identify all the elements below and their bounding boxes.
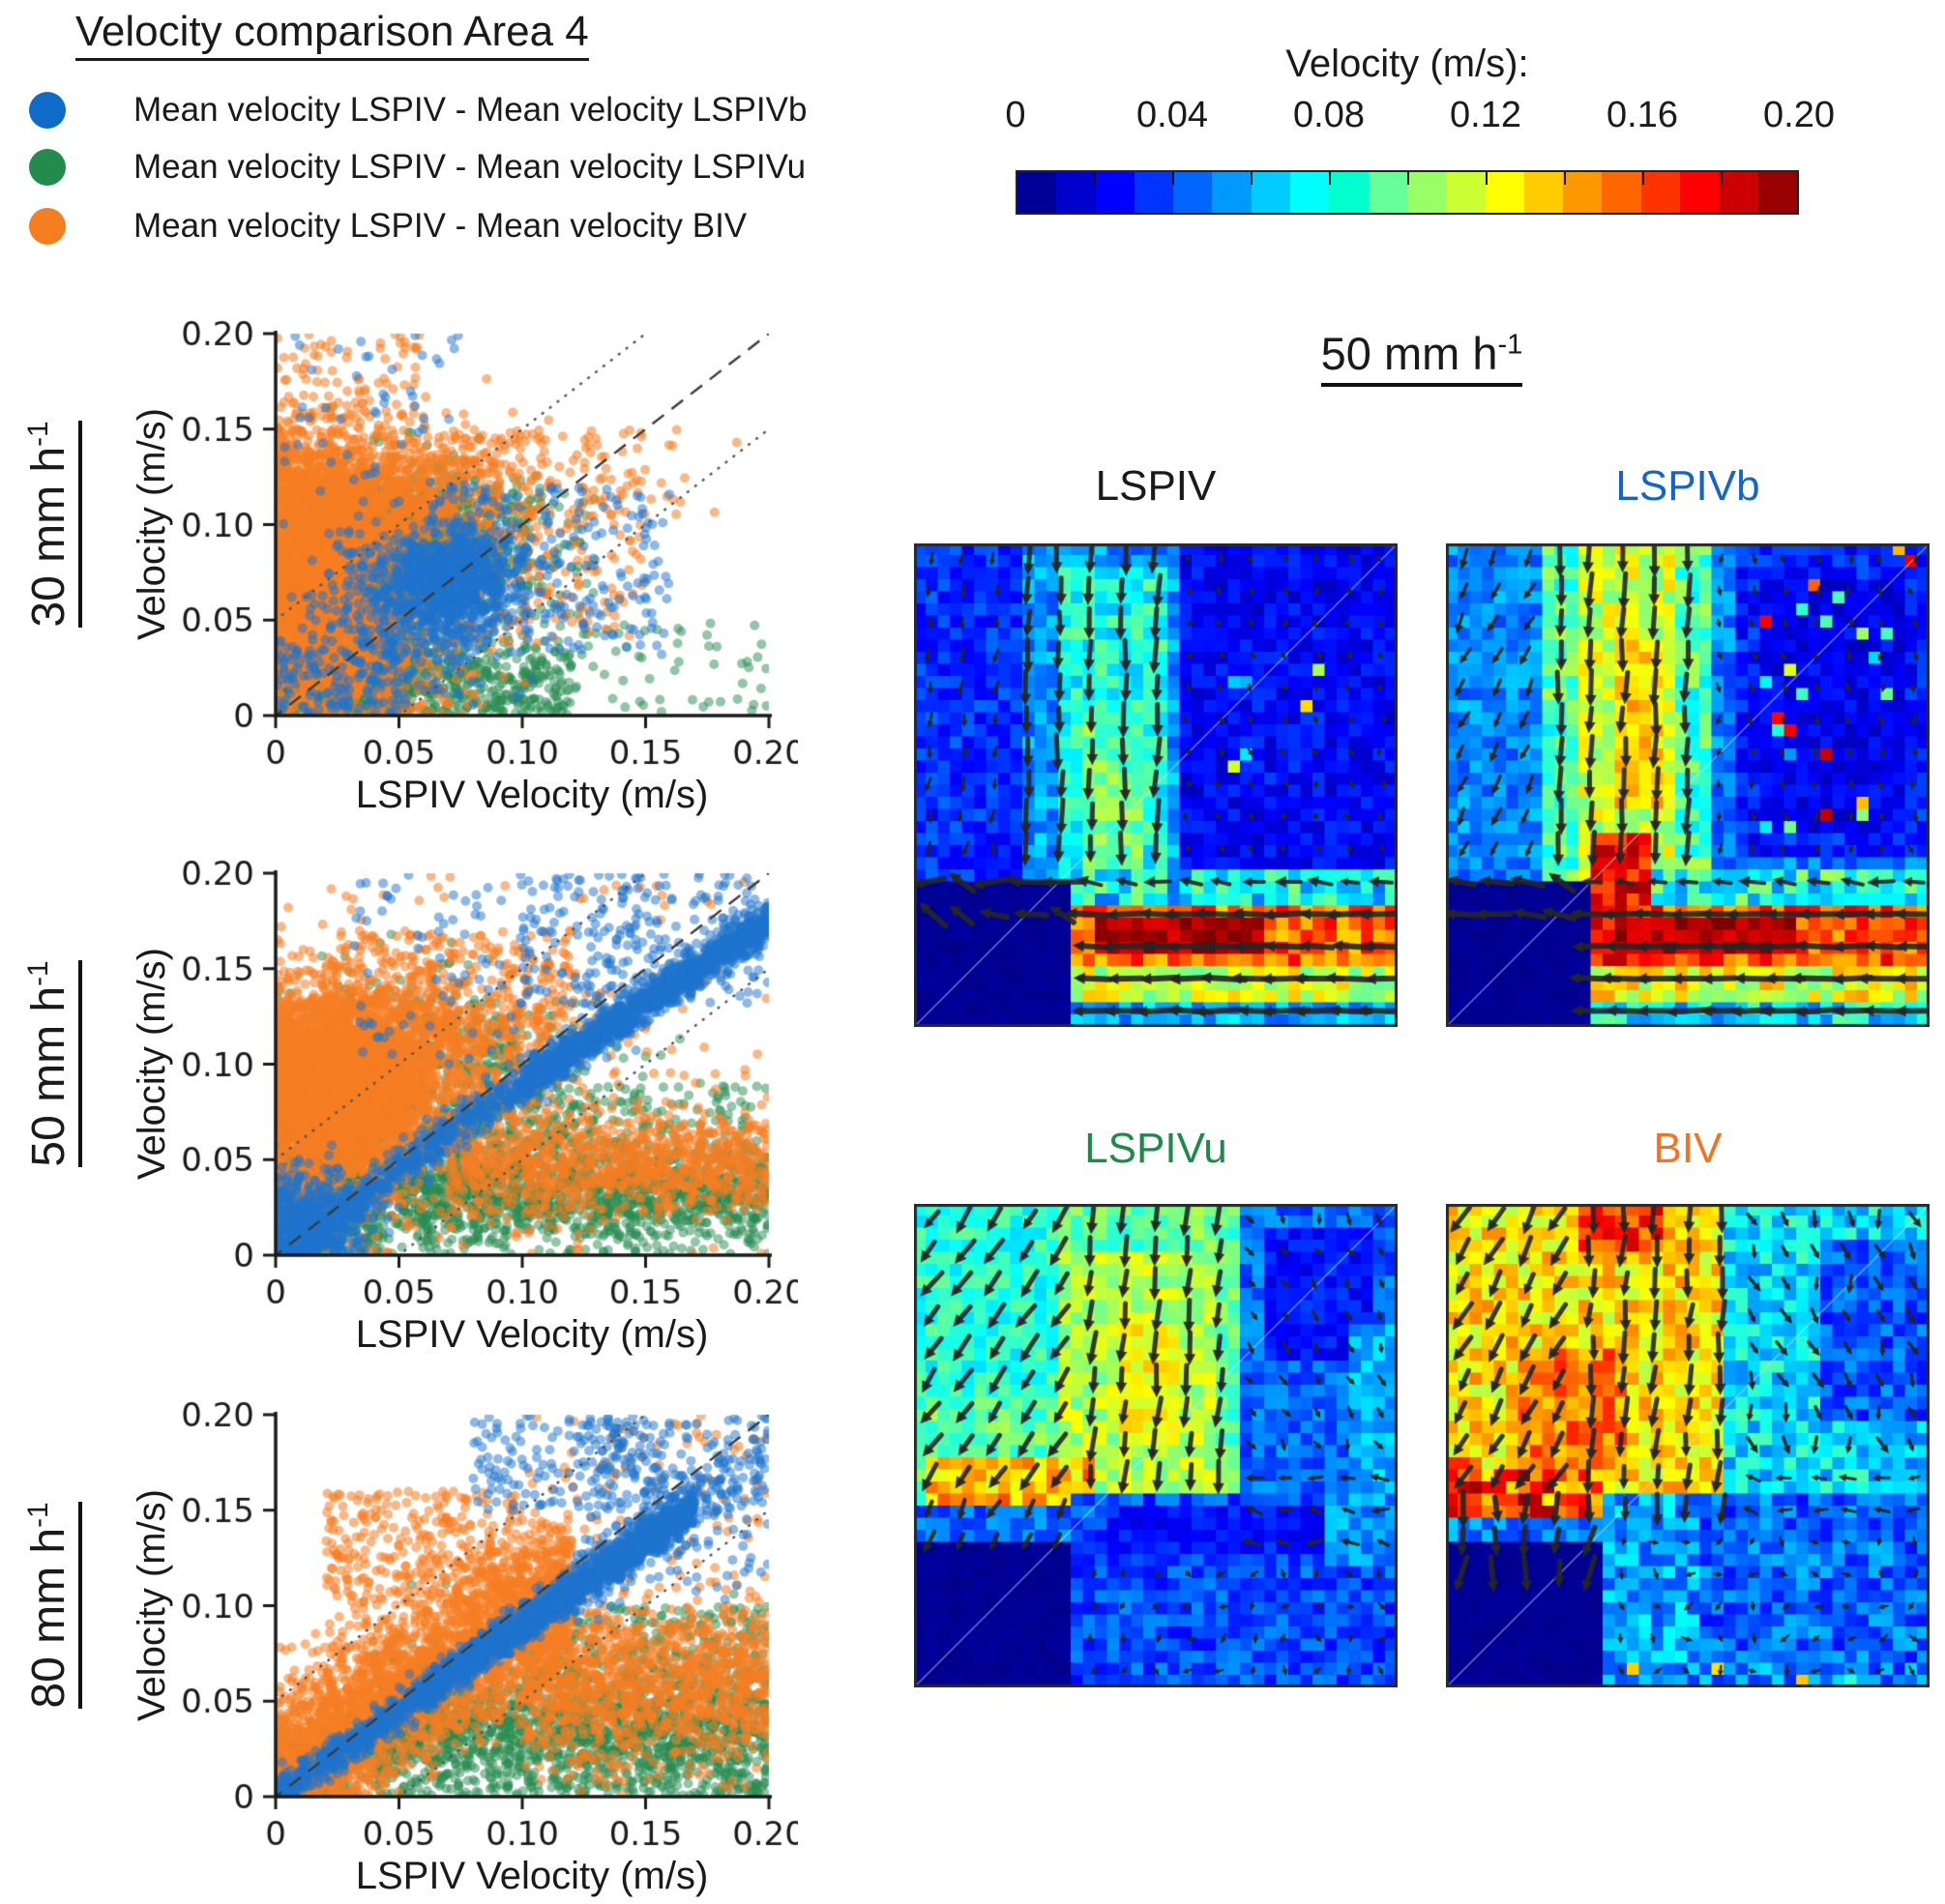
- scatter-plot-30mm: [169, 309, 798, 803]
- colorbar-segment: [1173, 172, 1213, 213]
- colorbar-minor-tick: [1642, 172, 1644, 185]
- colorbar-segment: [1134, 172, 1174, 213]
- colorbar-segment: [1017, 172, 1057, 213]
- heatmap-lspivu: [914, 1204, 1398, 1687]
- colorbar-tick-label: 0.20: [1763, 95, 1835, 135]
- colorbar-segment: [1290, 172, 1330, 213]
- colorbar-segment: [1719, 172, 1758, 213]
- colorbar-minor-tick: [1172, 172, 1174, 185]
- colorbar-minor-tick: [1094, 172, 1096, 185]
- colorbar-tick-label: 0.08: [1293, 95, 1365, 135]
- legend-item-lspivb: Mean velocity LSPIV - Mean velocity LSPI…: [29, 91, 807, 130]
- colorbar-tick-label: 0.04: [1136, 95, 1208, 135]
- heatmap-lspiv: [914, 543, 1398, 1027]
- scatter-plot-80mm: [169, 1391, 798, 1884]
- legend-marker-lspivb-icon: [29, 92, 66, 129]
- row-label-80mm: 80 mm h-1: [22, 1441, 84, 1770]
- row-label-50mm: 50 mm h-1: [22, 899, 84, 1228]
- colorbar-minor-tick: [1564, 172, 1566, 185]
- colorbar-tick-labels: 0 0.04 0.08 0.12 0.16 0.20: [1005, 95, 1835, 143]
- colorbar-tick-label: 0.16: [1606, 95, 1678, 135]
- colorbar-segment: [1563, 172, 1603, 213]
- x-axis-label-80mm: LSPIV Velocity (m/s): [355, 1855, 709, 1897]
- colorbar-segment: [1523, 172, 1564, 213]
- panel-label-lspiv: LSPIV: [1095, 462, 1217, 510]
- heatmap-lspivb: [1446, 543, 1930, 1027]
- colorbar-segment: [1485, 172, 1524, 213]
- colorbar-segment: [1095, 172, 1135, 213]
- colorbar-minor-tick: [1486, 172, 1488, 185]
- legend-label: Mean velocity LSPIV - Mean velocity LSPI…: [133, 91, 808, 129]
- figure-title: Velocity comparison Area 4: [75, 8, 589, 61]
- colorbar-segment: [1640, 172, 1681, 213]
- colorbar-minor-tick: [1721, 172, 1723, 185]
- legend-label: Mean velocity LSPIV - Mean velocity LSPI…: [133, 148, 807, 186]
- legend-marker-biv-icon: [29, 208, 66, 245]
- colorbar-minor-tick: [1251, 172, 1252, 185]
- colorbar-title: Velocity (m/s):: [1285, 43, 1529, 85]
- colorbar-segment: [1602, 172, 1641, 213]
- legend-item-lspivu: Mean velocity LSPIV - Mean velocity LSPI…: [29, 148, 806, 187]
- scatter-plot-50mm: [169, 849, 798, 1342]
- colorbar-segment: [1329, 172, 1369, 213]
- colorbar-tick-label: 0: [1005, 95, 1026, 135]
- colorbar-tick-label: 0.12: [1450, 95, 1521, 135]
- colorbar-segment: [1251, 172, 1291, 213]
- colorbar-segment: [1368, 172, 1407, 213]
- legend-item-biv: Mean velocity LSPIV - Mean velocity BIV: [29, 207, 747, 246]
- rain-rate-heading: 50 mm h-1: [1132, 327, 1712, 387]
- colorbar-segment: [1680, 172, 1720, 213]
- colorbar-segment: [1757, 172, 1797, 213]
- x-axis-label-50mm: LSPIV Velocity (m/s): [355, 1313, 709, 1356]
- colorbar-minor-tick: [1407, 172, 1409, 185]
- colorbar-segment: [1406, 172, 1447, 213]
- colorbar-minor-tick: [1329, 172, 1331, 185]
- row-label-30mm: 30 mm h-1: [22, 360, 84, 688]
- colorbar-segment: [1446, 172, 1486, 213]
- colorbar-segment: [1056, 172, 1096, 213]
- legend-label: Mean velocity LSPIV - Mean velocity BIV: [133, 207, 748, 245]
- panel-label-lspivu: LSPIVu: [1084, 1125, 1227, 1172]
- colorbar: [1016, 170, 1799, 215]
- panel-label-lspivb: LSPIVb: [1615, 462, 1760, 510]
- heatmap-biv: [1446, 1204, 1930, 1687]
- colorbar-segment: [1212, 172, 1252, 213]
- panel-label-biv: BIV: [1653, 1125, 1723, 1172]
- legend-marker-lspivu-icon: [29, 149, 66, 186]
- x-axis-label-30mm: LSPIV Velocity (m/s): [355, 774, 709, 816]
